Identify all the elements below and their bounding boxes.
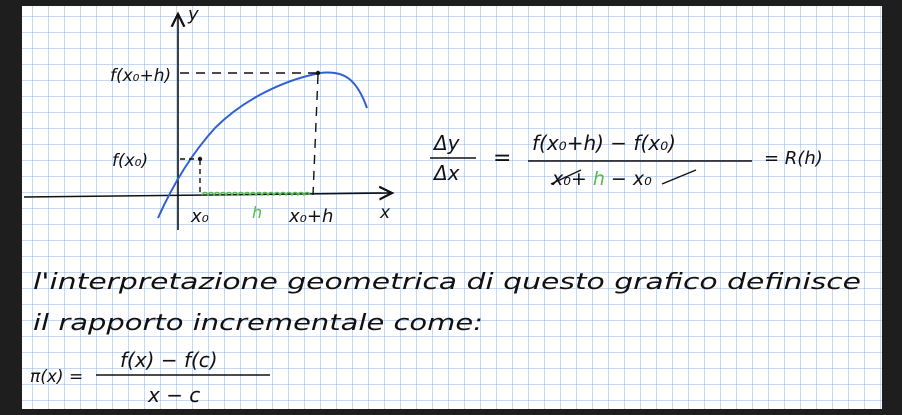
frame-left [0,0,22,415]
eq-denominator-b: − x₀ [605,168,652,190]
eq-equals: = [493,146,511,171]
eq-numerator: f(x₀+h) − f(x₀) [532,131,676,155]
increment-h-segment [201,191,311,197]
guide-x0h-vertical [312,74,319,196]
formula-numerator: f(x) − f(c) [120,348,218,372]
sentence-line-2: il rapporto incrementale come: [33,311,483,336]
formula-denominator: x − c [147,383,200,407]
label-h: h [252,203,262,222]
eq-denominator-a: x₀+ [551,168,593,190]
formula-lhs: π(x) = [30,367,83,387]
label-x0: x₀ [190,206,209,227]
point-x0h [315,70,321,76]
eq-denominator-h: h [593,168,605,190]
label-f-x0-plus-h: f(x₀+h) [110,66,171,86]
eq-delta-x: Δx [432,161,460,185]
sentence-line-1: l'interpretazione geometrica di questo g… [33,270,861,295]
cancel-stroke-1 [550,169,582,185]
y-axis-label: y [187,4,199,25]
frame-top [0,0,902,6]
eq-delta-y: Δy [432,131,461,155]
eq-result: = R(h) [764,148,823,169]
function-curve [157,71,368,219]
cancel-stroke-2 [661,169,697,185]
label-f-x0: f(x₀) [112,151,148,171]
label-x0-plus-h: x₀+h [288,206,333,227]
frame-right [882,0,902,415]
frame-bottom [0,409,902,415]
point-x0 [197,156,203,162]
x-axis-label: x [379,203,391,223]
eq-denominator: x₀+ h − x₀ [551,168,652,190]
